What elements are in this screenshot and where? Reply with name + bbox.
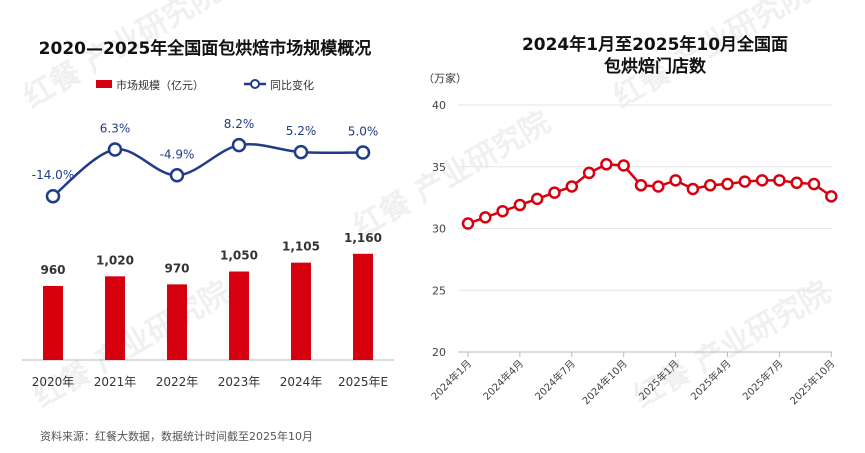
x-tick-label: 2020年: [32, 375, 75, 389]
stores-point: [634, 179, 648, 192]
yoy-point: [293, 144, 309, 160]
yoy-point: [107, 142, 123, 157]
right-chart-title: 2024年1月至2025年10月全国面 包烘焙门店数: [455, 34, 855, 78]
x-tick-label: 2024年4月: [480, 357, 526, 403]
y-tick-label: 20: [432, 346, 446, 359]
stores-point: [807, 177, 821, 191]
stores-point: [738, 175, 752, 188]
stores-point: [582, 166, 596, 180]
source-note: 资料来源：红餐大数据，数据统计时间截至2025年10月: [40, 430, 313, 443]
x-tick-label: 2025年E: [338, 375, 388, 389]
bar-value-label: 1,020: [96, 253, 134, 267]
stores-point: [790, 176, 803, 190]
y-tick-label: 25: [432, 284, 446, 297]
x-tick-label: 2025年10月: [787, 357, 837, 407]
x-tick-label: 2024年10月: [579, 357, 629, 407]
x-tick-label: 2025年7月: [740, 357, 786, 403]
stores-point: [617, 159, 630, 172]
yoy-value-label: 8.2%: [224, 117, 255, 131]
y-tick-label: 35: [432, 161, 446, 174]
x-tick-label: 2021年: [94, 375, 137, 389]
stores-point: [479, 211, 492, 224]
stores-point: [565, 180, 579, 193]
stores-point: [548, 186, 561, 199]
yoy-point: [169, 168, 185, 183]
yoy-value-label: -4.9%: [160, 147, 195, 161]
x-tick-label: 2024年7月: [532, 357, 578, 403]
bar-2022年: [167, 284, 187, 360]
stores-point: [461, 217, 475, 230]
y-tick-label: 30: [432, 223, 446, 236]
legend-line-label: 同比变化: [270, 78, 314, 92]
bar-2021年: [105, 276, 125, 360]
stores-point: [755, 174, 769, 187]
yoy-value-label: 5.2%: [286, 124, 317, 138]
yoy-line: [52, 143, 364, 198]
yoy-value-label: -14.0%: [32, 168, 74, 182]
bar-value-label: 970: [164, 261, 189, 275]
bar-2020年: [43, 285, 63, 360]
stores-point: [513, 198, 527, 212]
legend-bar-swatch: [96, 80, 112, 88]
stores-point: [530, 192, 544, 206]
bar-value-label: 1,160: [344, 231, 382, 245]
y-tick-label: 40: [432, 99, 446, 112]
legend-line-marker: [250, 79, 260, 89]
legend-bar-label: 市场规模（亿元）: [116, 78, 204, 92]
x-tick-label: 2025年4月: [688, 357, 734, 403]
stores-point: [686, 182, 700, 196]
x-tick-label: 2024年: [280, 375, 323, 389]
x-tick-label: 2023年: [218, 375, 261, 389]
stores-point: [669, 174, 682, 187]
stores-point: [825, 190, 838, 203]
bar-value-label: 960: [40, 263, 65, 277]
x-tick-label: 2025年1月: [636, 357, 682, 403]
bar-value-label: 1,050: [220, 249, 258, 263]
yoy-point: [355, 145, 371, 160]
x-tick-label: 2024年1月: [428, 357, 474, 403]
stores-point: [496, 204, 509, 218]
stores-point: [721, 177, 734, 191]
stores-point: [600, 158, 613, 171]
stores-point: [773, 174, 786, 187]
x-tick-label: 2022年: [156, 375, 199, 389]
right-chart-title-line2: 包烘焙门店数: [604, 57, 706, 77]
y-axis-unit: （万家）: [423, 71, 467, 85]
bar-value-label: 1,105: [282, 240, 320, 254]
yoy-point: [45, 188, 61, 204]
stores-point: [652, 180, 665, 193]
bar-2023年: [229, 271, 249, 360]
bar-2024年: [291, 262, 311, 360]
stores-point: [703, 179, 717, 192]
yoy-value-label: 5.0%: [348, 125, 379, 139]
yoy-value-label: 6.3%: [100, 122, 131, 136]
stores-line: [467, 163, 833, 225]
bar-2025年E: [353, 253, 373, 360]
left-chart-title: 2020—2025年全国面包烘焙市场规模概况: [38, 39, 372, 59]
yoy-point: [231, 137, 247, 153]
right-chart-title-line1: 2024年1月至2025年10月全国面: [521, 35, 789, 55]
